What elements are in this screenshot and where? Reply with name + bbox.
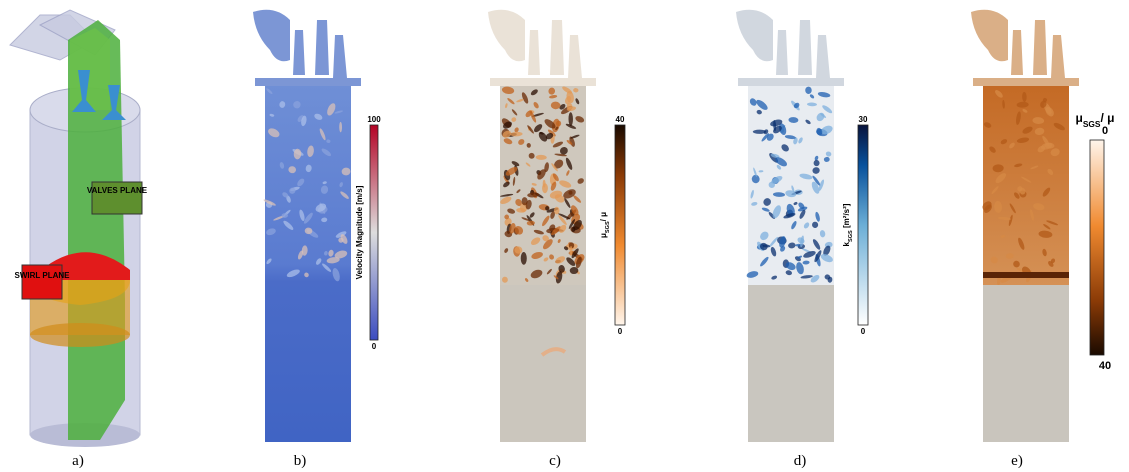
cylinder-domain	[265, 86, 351, 442]
figure: VALVES PLANE SWIRL PLANE a) 100 0 Velocity…	[0, 0, 1129, 472]
cfd-field	[736, 10, 844, 442]
title-rest: / μ	[599, 212, 608, 221]
colorbar-tick-label: 0	[1102, 125, 1108, 137]
cfd-field	[488, 10, 596, 442]
colorbar-tick-label: 100	[367, 115, 381, 124]
annotation: SWIRL PLANE	[15, 271, 71, 280]
cylinder-head	[971, 10, 1079, 86]
panel-label: c)	[549, 453, 561, 469]
panel-label: b)	[294, 453, 307, 469]
colorbar	[615, 125, 625, 325]
colorbar	[1090, 140, 1104, 355]
flow-structure	[753, 130, 766, 134]
colorbar-title: Velocity Magnitude [m/s]	[355, 185, 364, 279]
colorbar-tick-label: 40	[616, 115, 625, 124]
colorbar-tick-label: 0	[618, 327, 623, 336]
cfd-field	[971, 10, 1079, 442]
cylinder-head	[253, 10, 361, 86]
panel-label: e)	[1011, 453, 1023, 469]
colorbar	[370, 125, 378, 340]
title-subscript: SGS	[848, 230, 854, 242]
colorbar-title: μSGS/ μ	[1075, 111, 1114, 129]
cfd-field	[253, 10, 361, 442]
colorbar	[858, 125, 868, 325]
piston-layer	[983, 272, 1069, 278]
colorbar-title: kSGS [m²/s²]	[842, 203, 854, 246]
title-rest: [m²/s²]	[842, 203, 851, 230]
piston-region	[983, 285, 1069, 442]
title-subscript: SGS	[605, 221, 611, 233]
colorbar-title: μSGS/ μ	[599, 212, 611, 238]
piston-region	[748, 285, 834, 442]
annotation: VALVES PLANE	[87, 186, 148, 195]
cylinder-head	[736, 10, 844, 86]
piston-region	[500, 285, 586, 442]
colorbar-tick-label: 0	[372, 342, 377, 351]
flow-structure	[521, 252, 527, 265]
panel-label: a)	[72, 453, 84, 469]
title-rest: / μ	[1101, 111, 1115, 125]
title-symbol: μ	[1075, 111, 1082, 125]
panel-label: d)	[794, 453, 807, 469]
cylinder-head	[488, 10, 596, 86]
colorbar-tick-label: 30	[859, 115, 868, 124]
colorbar-tick-label: 0	[861, 327, 866, 336]
colorbar-tick-label: 40	[1099, 360, 1111, 372]
engine-geometry: VALVES PLANE SWIRL PLANE	[10, 10, 148, 447]
title-subscript: SGS	[1083, 119, 1101, 129]
